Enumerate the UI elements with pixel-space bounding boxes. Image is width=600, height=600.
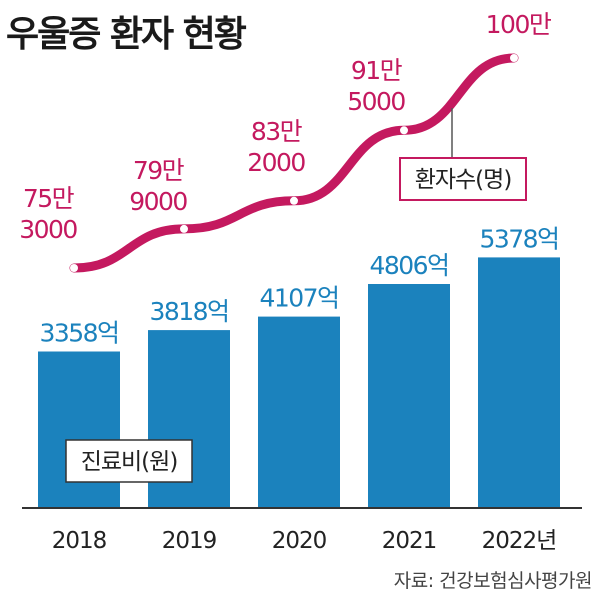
patient-point-0 (70, 264, 78, 272)
source-note: 자료: 건강보험심사평가원 (394, 570, 592, 592)
x-tick-label-0: 2018 (52, 528, 107, 554)
x-tick-label-4: 2022년 (482, 528, 557, 554)
bar-legend-label: 진료비(원) (81, 449, 178, 475)
patient-legend-box (399, 157, 527, 201)
bar-legend-box (65, 439, 193, 483)
patient-value-label-3: 91만 5000 (347, 56, 405, 116)
patient-legend: 환자수(명) (399, 108, 527, 201)
patient-line (69, 53, 519, 273)
bar-4 (478, 257, 560, 508)
patient-value-label-0: 75만 3000 (19, 184, 77, 244)
bar-value-label-3: 4806억 (369, 251, 448, 280)
chart-title: 우울증 환자 현황 (6, 14, 247, 55)
bar-2 (258, 316, 340, 508)
patient-point-3 (400, 126, 408, 135)
patient-value-label-2: 83만 2000 (247, 117, 305, 177)
bars-layer (38, 257, 560, 508)
line-layer (69, 53, 519, 273)
bar-legend: 진료비(원) (65, 439, 193, 483)
bar-3 (368, 284, 450, 508)
bar-value-label-0: 3358억 (39, 319, 118, 348)
patient-point-1 (180, 224, 188, 233)
patient-point-2 (290, 196, 298, 205)
bar-0 (38, 351, 120, 508)
x-tick-label-2: 2020 (272, 528, 327, 554)
patient-point-4 (510, 54, 518, 62)
patient-labels-layer: 75만 3000 79만 9000 83만 2000 91만 5000 100만 (19, 10, 553, 244)
patient-value-label-4: 100만 (486, 10, 552, 39)
bar-value-label-4: 5378억 (479, 224, 558, 253)
patient-value-label-1: 79만 9000 (129, 156, 187, 216)
x-tick-label-1: 2019 (162, 528, 217, 554)
bar-value-label-2: 4107억 (259, 284, 338, 313)
x-tick-label-3: 2021 (382, 528, 437, 554)
x-axis-ticks: 2018 2019 2020 2021 2022년 (52, 528, 558, 554)
patient-legend-label: 환자수(명) (415, 167, 512, 193)
bar-labels-layer: 3358억 3818억 4107억 4806억 5378억 (39, 224, 560, 348)
bar-value-label-1: 3818억 (149, 297, 228, 326)
